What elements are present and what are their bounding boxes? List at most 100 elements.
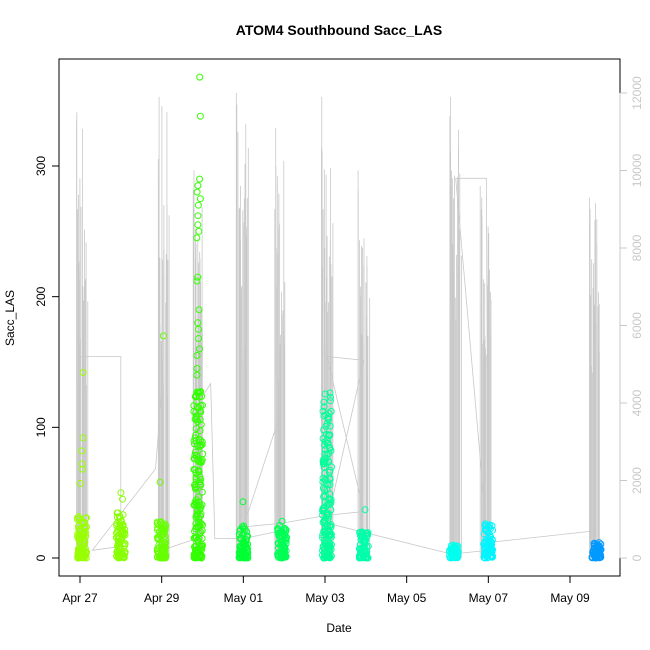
data-point: [325, 431, 333, 439]
data-point: [192, 476, 200, 483]
data-point: [192, 485, 200, 493]
data-point: [325, 458, 333, 466]
data-point: [115, 551, 123, 558]
data-point-outlier: [195, 306, 203, 314]
y2-tick-label: 8000: [630, 234, 644, 261]
data-point: [488, 552, 496, 560]
data-point: [282, 553, 290, 561]
point-cluster: [74, 369, 90, 562]
data-point: [190, 402, 198, 410]
data-point: [193, 403, 201, 411]
data-point: [197, 421, 205, 429]
point-cluster: [319, 389, 335, 562]
data-point: [319, 543, 327, 550]
y-tick-label: 200: [34, 286, 48, 306]
data-point: [235, 531, 243, 539]
x-tick-label: May 05: [387, 591, 427, 605]
data-point: [74, 514, 82, 522]
data-point: [196, 388, 204, 396]
data-point: [320, 412, 328, 420]
data-point: [159, 554, 167, 562]
data-point: [454, 542, 462, 550]
data-point: [355, 552, 363, 560]
data-point-outlier: [196, 112, 204, 120]
data-point: [325, 450, 333, 458]
data-point: [155, 535, 163, 543]
data-point-outlier: [79, 465, 87, 473]
data-point: [325, 409, 333, 417]
data-point: [482, 543, 490, 551]
data-point: [593, 553, 601, 561]
data-point: [80, 537, 88, 545]
data-point: [278, 552, 285, 560]
data-point: [238, 523, 246, 531]
data-point-outlier: [79, 369, 87, 376]
data-point: [114, 532, 122, 540]
data-point: [320, 554, 328, 562]
point-cluster: [445, 541, 462, 562]
data-point-outlier: [156, 478, 164, 486]
data-point: [193, 388, 201, 396]
chart-title: ATOM4 Southbound Sacc_LAS: [236, 22, 442, 38]
data-point: [323, 501, 331, 509]
data-point: [243, 528, 251, 536]
y-axis-title: Sacc_LAS: [3, 290, 17, 346]
data-point: [240, 541, 248, 548]
data-point: [74, 549, 82, 557]
data-point-outlier: [193, 277, 201, 285]
y2-tick-label: 4000: [630, 389, 644, 416]
data-point: [191, 466, 199, 474]
data-point: [327, 530, 335, 538]
y2-tick-label: 10000: [630, 153, 644, 187]
data-point: [198, 488, 206, 496]
x-tick-label: May 09: [550, 591, 590, 605]
data-point: [194, 466, 202, 474]
data-point: [82, 532, 90, 540]
data-point: [324, 521, 332, 529]
point-cluster: [190, 73, 207, 562]
data-point: [81, 545, 89, 552]
data-point: [355, 554, 363, 562]
data-point-outlier: [79, 434, 87, 442]
data-point-outlier: [194, 212, 202, 220]
data-point: [480, 554, 488, 562]
data-point: [82, 522, 90, 530]
data-point: [360, 533, 368, 541]
data-point-outlier: [194, 201, 202, 209]
data-point: [320, 398, 328, 406]
data-point: [324, 510, 331, 518]
data-point-outlier: [193, 365, 201, 372]
data-point: [81, 553, 89, 561]
data-point: [446, 554, 454, 562]
data-point-outlier: [193, 188, 201, 196]
data-point: [322, 430, 330, 438]
data-point: [320, 403, 328, 411]
x-tick-label: May 07: [469, 591, 509, 605]
data-point: [153, 545, 161, 553]
data-point: [198, 534, 206, 542]
data-point: [192, 543, 199, 551]
data-point: [319, 484, 327, 492]
data-point: [449, 553, 457, 561]
data-point-outlier: [196, 195, 204, 203]
data-point: [194, 549, 202, 557]
data-point: [155, 549, 163, 557]
data-point: [326, 468, 333, 476]
x-tick-label: May 03: [305, 591, 345, 605]
data-point: [281, 543, 289, 551]
data-point-outlier: [117, 489, 125, 497]
data-point: [327, 393, 334, 401]
data-point: [326, 397, 334, 405]
data-point: [321, 476, 329, 484]
data-point: [356, 541, 364, 549]
data-point: [327, 407, 335, 415]
data-point-outlier: [195, 227, 203, 235]
point-cluster: [235, 498, 252, 562]
data-point: [195, 519, 202, 527]
data-point: [282, 537, 290, 544]
data-point: [484, 554, 492, 562]
y-tick-label: 300: [34, 156, 48, 176]
data-point: [488, 522, 496, 530]
data-point-outlier: [361, 506, 369, 514]
